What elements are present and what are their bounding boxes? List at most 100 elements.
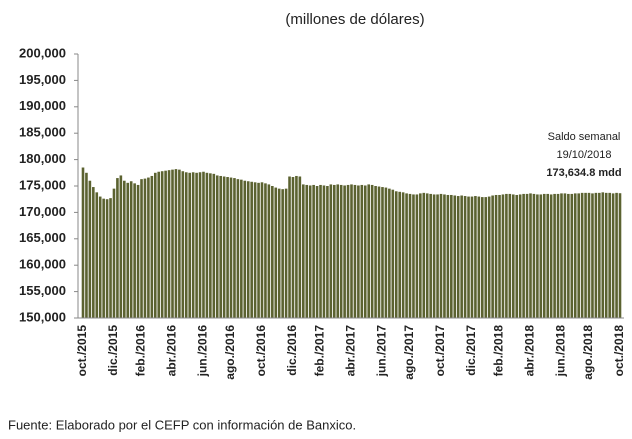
bar (463, 196, 467, 318)
bar (171, 169, 174, 318)
bar (615, 192, 618, 318)
bar (505, 193, 508, 318)
bar (363, 185, 367, 318)
bar (98, 196, 102, 318)
bar (360, 184, 364, 318)
bar (308, 185, 312, 318)
bar (346, 184, 350, 318)
bar (188, 172, 192, 318)
x-tick-label: feb./2016 (134, 325, 148, 377)
bar (539, 194, 543, 318)
bar (391, 189, 395, 318)
bar (240, 179, 243, 318)
y-tick-label: 190,000 (19, 98, 66, 113)
bar (295, 175, 298, 318)
bar (522, 193, 525, 318)
annotation: Saldo semanal (548, 131, 621, 143)
bar (243, 180, 247, 318)
bar (264, 183, 267, 318)
bar (157, 171, 161, 318)
bar (133, 183, 136, 318)
bar (202, 171, 205, 318)
bar (123, 180, 126, 318)
bar (147, 177, 150, 318)
bar (484, 197, 488, 318)
bar (329, 184, 333, 318)
bar (181, 171, 185, 318)
bar (226, 177, 229, 318)
bar (498, 194, 501, 318)
x-tick-label: feb./2017 (313, 325, 327, 377)
bar (618, 193, 622, 318)
bar (326, 186, 329, 318)
bar (429, 193, 432, 318)
bar (109, 198, 112, 318)
bar (481, 197, 484, 318)
bar (88, 180, 92, 318)
bar (312, 184, 315, 318)
x-tick-label: abr./2017 (344, 325, 358, 377)
bar (384, 187, 388, 318)
x-tick-label: jun./2017 (375, 325, 389, 378)
bar (412, 194, 415, 318)
bar (570, 193, 574, 318)
x-tick-label: jun./2016 (196, 325, 210, 378)
bar (195, 172, 198, 318)
bar (439, 193, 443, 318)
bar (212, 173, 216, 318)
bar (209, 173, 212, 318)
bar (515, 194, 519, 318)
bar (81, 167, 85, 318)
x-tick-label: ago./2018 (581, 325, 595, 380)
bar (367, 184, 371, 318)
bar (332, 184, 336, 318)
bar (150, 175, 154, 318)
y-tick-label: 155,000 (19, 283, 66, 298)
x-tick-label: oct./2016 (254, 325, 268, 377)
bar (425, 193, 429, 318)
bar (302, 184, 305, 318)
bar (446, 194, 450, 318)
bar (598, 192, 601, 318)
bar (116, 178, 119, 318)
bar (198, 172, 202, 318)
bar (291, 177, 295, 318)
bar (160, 171, 164, 318)
bar (460, 195, 463, 318)
x-tick-label: abr./2016 (165, 325, 179, 377)
bar (577, 193, 580, 318)
bar (456, 196, 460, 318)
x-tick-label: feb./2018 (492, 325, 506, 377)
bar (611, 193, 615, 318)
bar (112, 188, 116, 318)
bar (370, 184, 374, 318)
bar (415, 194, 419, 318)
bar (532, 193, 536, 318)
bar (305, 184, 309, 318)
bar (529, 193, 532, 318)
bar (215, 175, 219, 318)
bar (567, 193, 570, 318)
bar (274, 187, 278, 318)
bar (388, 188, 391, 318)
bar (542, 193, 546, 318)
bar (508, 193, 512, 318)
bar (319, 184, 322, 318)
y-tick-label: 170,000 (19, 204, 66, 219)
y-tick-label: 180,000 (19, 151, 66, 166)
bar (501, 194, 505, 318)
x-tick-label: jun./2018 (554, 325, 568, 378)
bar (246, 181, 250, 318)
bar (394, 191, 398, 318)
bar (518, 194, 522, 318)
bar (443, 194, 446, 318)
x-tick-label: abr./2018 (523, 325, 537, 377)
bar (119, 175, 123, 318)
x-tick-label: oct./2018 (612, 325, 626, 377)
chart-title: (millones de dólares) (285, 11, 424, 28)
bar (405, 193, 408, 318)
bar (573, 193, 577, 318)
source: Fuente: Elaborado por el CEFP con inform… (8, 417, 356, 432)
bar (191, 172, 195, 318)
